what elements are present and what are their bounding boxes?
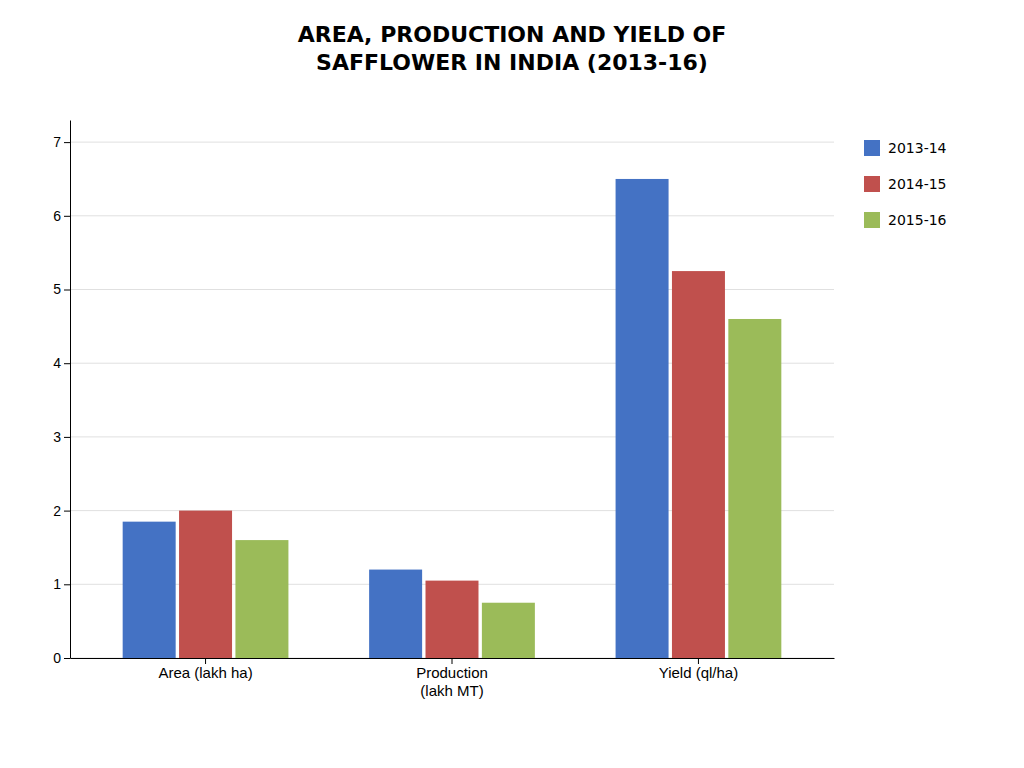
tick: 5 [53, 281, 70, 297]
tick-label: Area (lakh ha) [158, 664, 252, 681]
bar [426, 581, 479, 658]
tick: 0 [53, 650, 70, 666]
grid-line [70, 215, 834, 216]
tick-mark [64, 584, 70, 585]
tick: 4 [53, 355, 70, 371]
tick-label: 6 [53, 208, 61, 224]
legend-swatch [864, 176, 880, 192]
legend: 2013-14 2014-15 2015-16 [864, 140, 947, 228]
legend-label: 2014-15 [888, 176, 947, 192]
tick-label: 2 [53, 503, 61, 519]
y-axis: 0 1 2 3 4 5 6 7 [53, 121, 70, 666]
bar [672, 271, 725, 658]
tick: Area (lakh ha) [158, 658, 252, 681]
tick: 6 [53, 208, 70, 224]
bar-series [179, 271, 725, 658]
tick-mark [64, 363, 70, 364]
legend-swatch [864, 212, 880, 228]
tick: 3 [53, 429, 70, 445]
bar [482, 603, 535, 658]
tick-label: Production(lakh MT) [416, 664, 488, 699]
x-axis: Area (lakh ha) Production(lakh MT) Yield (… [71, 658, 835, 699]
tick-label: 1 [53, 576, 61, 592]
bar [235, 540, 288, 658]
bar [179, 511, 232, 658]
plot: 0 1 2 3 4 5 6 7 Area (lakh ha) Production(lakh MT… [53, 121, 834, 699]
tick: Yield (ql/ha) [659, 658, 738, 681]
tick-mark [64, 290, 70, 291]
tick: 7 [53, 134, 70, 150]
tick: 2 [53, 503, 70, 519]
bar-series [123, 179, 669, 658]
bars [123, 179, 782, 658]
grid [70, 142, 834, 658]
tick-label: 7 [53, 134, 61, 150]
chart: AREA, PRODUCTION AND YIELD OFSAFFLOWER I… [0, 0, 1024, 768]
legend-item: 2013-14 [864, 140, 947, 156]
legend-label: 2015-16 [888, 212, 947, 228]
title: AREA, PRODUCTION AND YIELD OFSAFFLOWER I… [298, 22, 727, 75]
axis-line [70, 121, 71, 659]
bar [616, 179, 669, 658]
legend-swatch [864, 140, 880, 156]
grid-line [70, 142, 834, 143]
tick: 1 [53, 576, 70, 592]
tick-mark [64, 658, 70, 659]
tick-label: 3 [53, 429, 61, 445]
bar-series [235, 319, 781, 658]
tick-mark [64, 437, 70, 438]
tick-label: 0 [53, 650, 61, 666]
legend-item: 2015-16 [864, 212, 947, 228]
bar [369, 570, 422, 658]
legend-item: 2014-15 [864, 176, 947, 192]
tick-mark [64, 142, 70, 143]
bar [728, 319, 781, 658]
tick-label: Yield (ql/ha) [659, 664, 738, 681]
bar [123, 522, 176, 658]
tick-label: 4 [53, 355, 61, 371]
tick-label: 5 [53, 281, 61, 297]
tick-mark [64, 511, 70, 512]
tick: Production(lakh MT) [416, 658, 488, 699]
legend-label: 2013-14 [888, 140, 947, 156]
tick-mark [64, 216, 70, 217]
